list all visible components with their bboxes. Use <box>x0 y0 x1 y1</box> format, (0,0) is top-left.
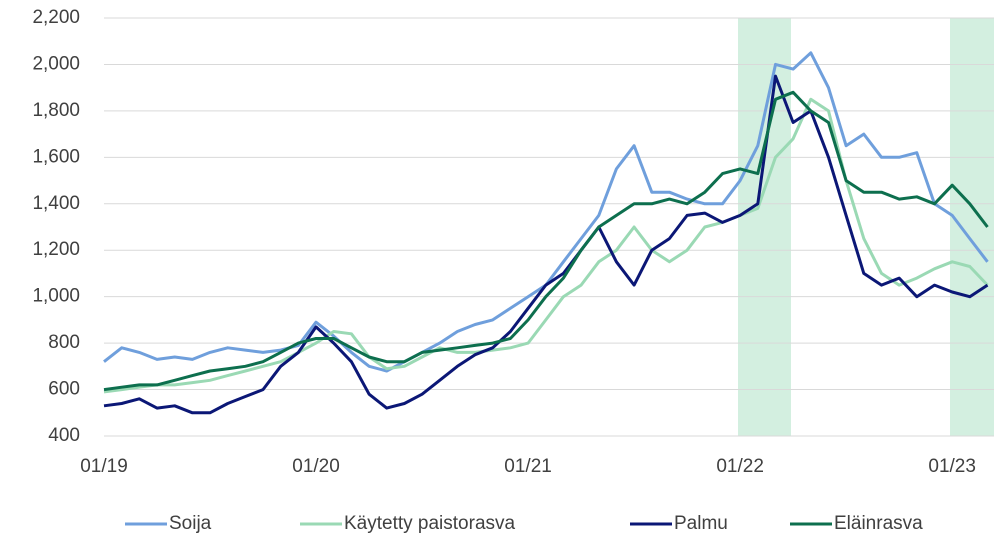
series-line <box>103 74 989 415</box>
y-tick-label: 1,400 <box>32 193 80 214</box>
legend-label: Soija <box>169 513 212 534</box>
legend-label: Eläinrasva <box>834 513 923 534</box>
y-tick-label: 1,600 <box>32 146 80 167</box>
y-tick-label: 1,800 <box>32 100 80 121</box>
y-tick-label: 1,200 <box>32 239 80 260</box>
x-tick-label: 01/21 <box>504 456 552 477</box>
y-tick-label: 2,000 <box>32 53 80 74</box>
y-tick-label: 600 <box>48 379 80 400</box>
legend-label: Palmu <box>674 513 728 534</box>
x-tick-label: 01/23 <box>928 456 976 477</box>
y-tick-label: 2,200 <box>32 7 80 28</box>
legend-label: Käytetty paistorasva <box>344 513 516 534</box>
y-tick-label: 1,000 <box>32 286 80 307</box>
x-tick-label: 01/22 <box>716 456 764 477</box>
series-line <box>103 90 989 392</box>
x-tick-label: 01/20 <box>292 456 340 477</box>
x-tick-label: 01/19 <box>80 456 128 477</box>
shaded-period <box>738 18 791 436</box>
y-tick-label: 400 <box>48 425 80 446</box>
y-tick-label: 800 <box>48 332 80 353</box>
